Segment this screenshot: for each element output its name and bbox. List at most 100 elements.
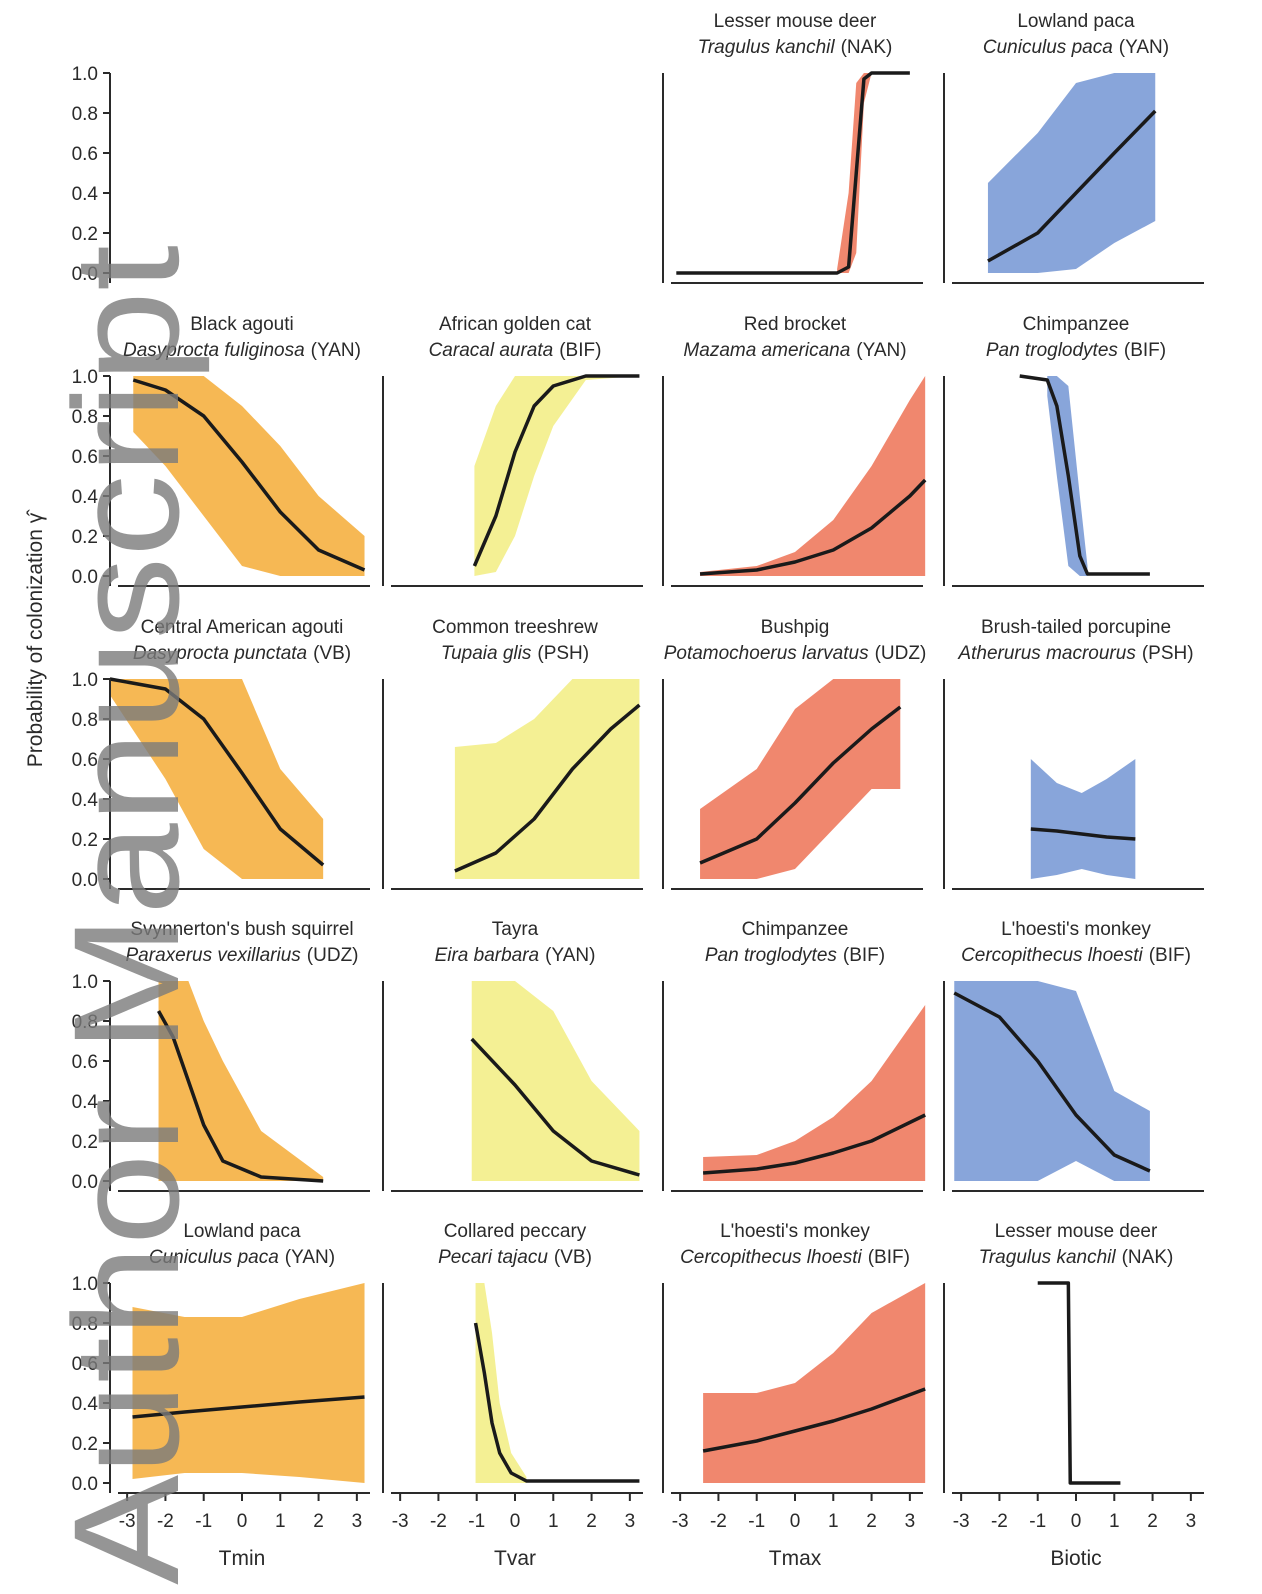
x-tick-label: 1 [275,1511,286,1532]
site-code: (YAN) [311,340,361,361]
panel-subtitle: Mazama americana (YAN) [683,340,906,361]
species-name: Caracal aurata [429,340,554,361]
species-name: Pecari tajacu [438,1247,548,1268]
confidence-band [988,73,1155,273]
panel-subtitle: Tragulus kanchil(NAK) [698,37,893,58]
site-code: (BIF) [1149,945,1191,966]
panel-title: Brush-tailed porcupine [981,617,1171,638]
confidence-band [700,376,925,576]
site-code: (YAN) [856,340,906,361]
x-tick-label: 2 [313,1511,324,1532]
species-name: Potamochoerus larvatus [664,643,869,664]
x-axis-label: Biotic [1050,1547,1101,1570]
panel-title: Chimpanzee [1023,314,1130,335]
panel-title: Lowland paca [1017,11,1135,32]
confidence-band [1031,759,1136,879]
x-tick-label: -3 [672,1511,689,1532]
y-tick-label: 1.0 [72,64,98,85]
panel-title: Chimpanzee [742,919,849,940]
page: Probability of colonization γ̂ 0.00.20.4… [0,0,1262,1594]
site-code: (VB) [313,643,351,664]
species-name: Eira barbara [435,945,540,966]
x-tick-label: 3 [625,1511,636,1532]
panel-title: African golden cat [439,314,592,335]
site-code: (YAN) [545,945,595,966]
x-tick-label: 1 [1109,1511,1120,1532]
panel-title: Lesser mouse deer [714,11,877,32]
x-tick-label: -3 [392,1511,409,1532]
panel-title: L'hoesti's monkey [720,1221,870,1242]
species-name: Cuniculus paca [983,37,1113,58]
x-tick-label: 0 [510,1511,521,1532]
panel-subtitle: Tupaia glis(PSH) [441,643,589,664]
panel-subtitle: Cercopithecus lhoesti(BIF) [961,945,1191,966]
site-code: (YAN) [285,1247,335,1268]
x-tick-label: 1 [548,1511,559,1532]
x-tick-label: -2 [430,1511,447,1532]
panel-subtitle: Cercopithecus lhoesti(BIF) [680,1247,910,1268]
species-name: Tupaia glis [441,643,532,664]
x-tick-label: -3 [953,1511,970,1532]
site-code: (NAK) [1122,1247,1174,1268]
confidence-band [703,1005,925,1181]
site-code: (NAK) [841,37,893,58]
x-tick-label: -1 [1029,1511,1046,1532]
x-axis-label: Tvar [494,1547,536,1570]
x-tick-label: 0 [790,1511,801,1532]
site-code: (BIF) [843,945,885,966]
y-tick-label: 0.6 [72,144,98,165]
species-name: Pan troglodytes [986,340,1119,361]
x-tick-label: -2 [710,1511,727,1532]
confidence-band [474,376,639,576]
species-name: Atherurus macrourus [957,643,1136,664]
site-code: (PSH) [537,643,589,664]
panel-subtitle: Pan troglodytes(BIF) [986,340,1166,361]
confidence-band [837,73,871,273]
fit-line [1038,1283,1121,1483]
panel-title: Tayra [492,919,539,940]
panel-subtitle: Atherurus macrourus (PSH) [957,643,1193,664]
site-code: (VB) [554,1247,592,1268]
fit-line [476,1323,640,1481]
site-code: (YAN) [1119,37,1169,58]
watermark: Author Manuscript [42,245,210,1585]
panel-title: Common treeshrew [432,617,598,638]
site-code: (BIF) [868,1247,910,1268]
x-tick-label: -1 [748,1511,765,1532]
x-axis-label: Tmin [219,1547,266,1570]
panel-title: Bushpig [761,617,830,638]
x-tick-label: 2 [586,1511,597,1532]
panel-subtitle: Pan troglodytes(BIF) [705,945,885,966]
x-tick-label: 3 [1186,1511,1197,1532]
panel-subtitle: Caracal aurata(BIF) [429,340,602,361]
species-name: Mazama americana [683,340,850,361]
figure: Probability of colonization γ̂ 0.00.20.4… [0,0,1262,1589]
x-tick-label: 0 [237,1511,248,1532]
x-tick-label: -1 [468,1511,485,1532]
confidence-band [703,1283,925,1483]
x-tick-label: 1 [828,1511,839,1532]
x-tick-label: -2 [991,1511,1008,1532]
y-tick-label: 0.4 [72,184,99,205]
site-code: (BIF) [1124,340,1166,361]
confidence-band [472,981,640,1181]
species-name: Tragulus kanchil [979,1247,1117,1268]
x-tick-label: 3 [905,1511,916,1532]
x-tick-label: 3 [352,1511,363,1532]
site-code: (BIF) [559,340,601,361]
site-code: (PSH) [1142,643,1194,664]
species-name: Tragulus kanchil [698,37,836,58]
panel-title: Red brocket [744,314,847,335]
panel-title: Collared peccary [444,1221,587,1242]
panel-subtitle: Cuniculus paca (YAN) [983,37,1169,58]
species-name: Pan troglodytes [705,945,838,966]
site-code: (UDZ) [307,945,359,966]
fit-line [676,73,910,273]
y-tick-label: 0.8 [72,104,98,125]
x-tick-label: 0 [1071,1511,1082,1532]
y-tick-label: 0.2 [72,224,98,245]
x-tick-label: 2 [866,1511,877,1532]
confidence-band [455,679,640,879]
x-axis-label: Tmax [769,1547,822,1570]
panel-subtitle: Pecari tajacu (VB) [438,1247,592,1268]
